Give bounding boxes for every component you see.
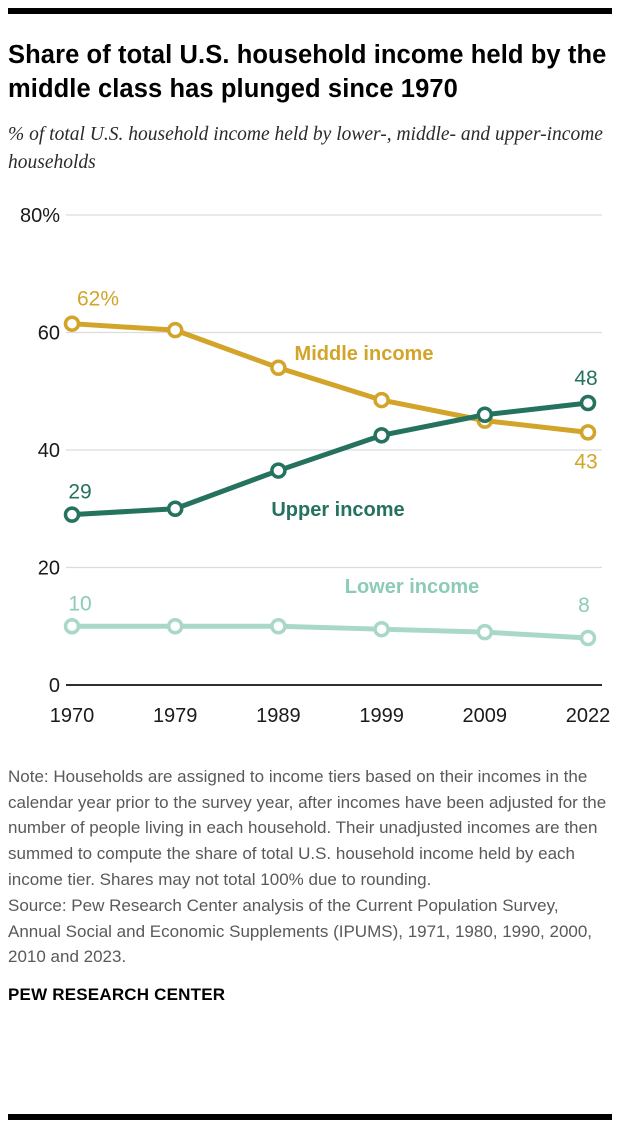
start-value-label: 10 bbox=[68, 592, 91, 615]
x-tick-label: 1979 bbox=[153, 705, 198, 727]
series-name-label: Upper income bbox=[271, 499, 404, 521]
data-point-marker bbox=[166, 500, 184, 517]
bottom-rule-bar bbox=[8, 1114, 612, 1120]
y-tick-label: 60 bbox=[38, 322, 60, 344]
data-point-marker bbox=[166, 617, 184, 635]
data-point-marker bbox=[373, 426, 390, 444]
data-point-marker bbox=[166, 321, 184, 339]
data-point-marker bbox=[373, 391, 390, 408]
chart-line bbox=[69, 320, 591, 435]
end-value-label: 48 bbox=[574, 367, 597, 390]
series-name-label: Lower income bbox=[345, 576, 479, 598]
end-value-label: 43 bbox=[574, 450, 597, 473]
data-point-marker bbox=[270, 462, 287, 479]
data-point-marker bbox=[63, 506, 81, 523]
data-point-marker bbox=[579, 629, 597, 646]
y-tick-label: 80% bbox=[20, 205, 60, 227]
data-point-marker bbox=[476, 406, 494, 423]
chart-line bbox=[69, 400, 591, 517]
end-value-label: 8 bbox=[578, 594, 590, 617]
x-tick-label: 1989 bbox=[256, 705, 301, 727]
note-text: Note: Households are assigned to income … bbox=[8, 766, 607, 889]
data-point-marker bbox=[63, 617, 81, 635]
chart-subtitle: % of total U.S. household income held by… bbox=[8, 124, 603, 173]
top-rule-bar bbox=[8, 8, 612, 14]
data-point-marker bbox=[270, 359, 287, 376]
page-title: Share of total U.S. household income hel… bbox=[8, 41, 607, 103]
start-value-label: 29 bbox=[68, 480, 91, 503]
y-tick-label: 40 bbox=[38, 440, 60, 462]
data-point-marker bbox=[373, 620, 390, 638]
x-tick-label: 2009 bbox=[463, 705, 508, 727]
source-text: Source: Pew Research Center analysis of … bbox=[8, 895, 593, 967]
x-tick-label: 1970 bbox=[50, 705, 95, 727]
x-tick-label: 2022 bbox=[566, 705, 611, 727]
start-value-label: 62% bbox=[77, 287, 119, 310]
data-point-marker bbox=[270, 617, 287, 635]
chart-line bbox=[69, 623, 591, 641]
footnote-block: Note: Households are assigned to income … bbox=[8, 764, 612, 971]
data-point-marker bbox=[579, 394, 597, 411]
series-name-label: Middle income bbox=[295, 343, 434, 365]
data-point-marker bbox=[63, 315, 81, 332]
data-point-marker bbox=[476, 623, 494, 641]
data-point-marker bbox=[579, 423, 597, 441]
pew-research-center-wordmark: PEW RESEARCH CENTER bbox=[8, 985, 226, 1005]
x-tick-label: 1999 bbox=[359, 705, 404, 727]
chart-area: 0 20 40 60 80% 1970 1979 1989 1999 2009 2022 Middle… bbox=[8, 195, 612, 740]
income-share-line-chart: 0 20 40 60 80% 1970 1979 1989 1999 2009 2022 Middle… bbox=[20, 205, 611, 727]
y-tick-label: 0 bbox=[49, 675, 60, 697]
y-tick-label: 20 bbox=[38, 557, 60, 579]
